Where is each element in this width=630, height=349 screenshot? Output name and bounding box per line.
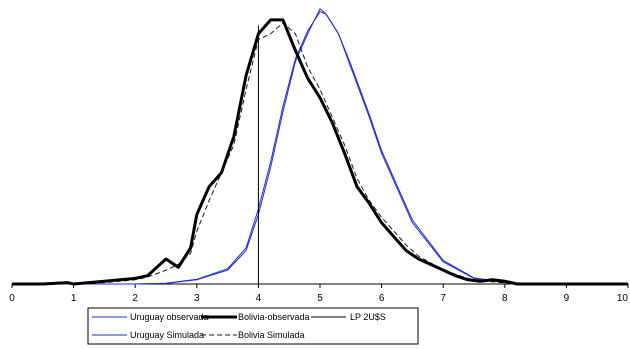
x-tick-label: 8 (502, 293, 508, 304)
series-line-uruguay-simulada (12, 11, 628, 285)
x-tick-label: 7 (440, 293, 446, 304)
series-layer (12, 8, 628, 286)
legend: Uruguay observada Bolivia-observada LP 2… (87, 307, 419, 345)
x-tick-label: 6 (379, 293, 385, 304)
plot-area: 0 1 2 3 4 5 6 7 8 9 10 (9, 8, 629, 304)
legend-box (87, 307, 419, 345)
x-tick-label: 3 (194, 293, 200, 304)
legend-label-uruguay-observada: Uruguay observada (130, 312, 209, 322)
x-tick-label: 10 (617, 293, 629, 304)
x-tick-label: 0 (9, 293, 15, 304)
series-line-bolivia-simulada (12, 22, 628, 285)
legend-label-uruguay-simulada: Uruguay Simulada (130, 330, 204, 340)
x-tick-label: 4 (256, 293, 262, 304)
series-line-uruguay-observada (12, 8, 628, 285)
legend-label-bolivia-simulada: Bolivia Simulada (238, 330, 305, 340)
series-line-bolivia-observada (12, 18, 628, 286)
legend-label-lp2uss: LP 2U$S (350, 312, 386, 322)
x-tick-label: 1 (71, 293, 77, 304)
x-tick-label: 5 (317, 293, 323, 304)
x-tick-label: 2 (132, 293, 138, 304)
x-tick-label: 9 (564, 293, 570, 304)
x-tick-labels: 0 1 2 3 4 5 6 7 8 9 10 (9, 293, 628, 304)
legend-label-bolivia-observada: Bolivia-observada (238, 312, 310, 322)
